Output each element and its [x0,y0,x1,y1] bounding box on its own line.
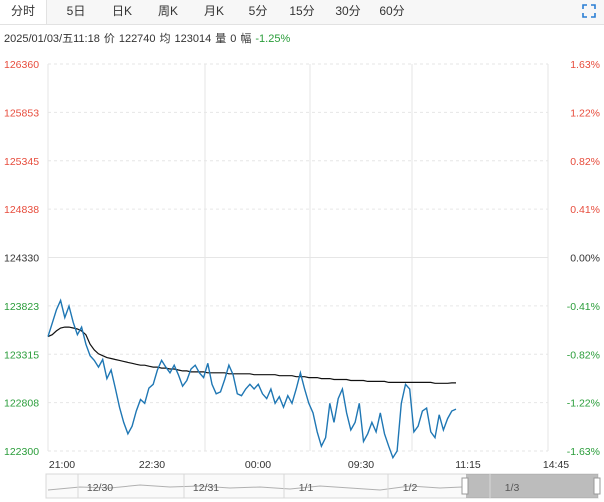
navigator-date-label: 1/3 [505,482,520,494]
percent-tick-label: -0.82% [567,349,600,361]
price-line [47,298,457,460]
time-axis-labels: 21:00 22:30 00:00 09:30 11:15 14:45 [49,459,569,471]
price-axis-labels: 126360 125853 125345 124838 124330 123823 1233… [4,59,39,458]
navigator-selection [466,474,598,498]
fullscreen-icon[interactable] [582,4,596,18]
navigator-date-label: 1/1 [299,482,314,494]
change-value: -1.25% [255,33,291,45]
percent-tick-label: -0.41% [567,301,600,313]
navigator-date-label: 1/2 [403,482,418,494]
tab-15-min[interactable]: 15分 [289,4,315,18]
tab-5-min[interactable]: 5分 [248,4,268,18]
navigator-handle-left [461,477,469,495]
navigator-date-label: 12/31 [193,482,219,494]
navigator-sparkline [47,484,463,491]
time-tick-label: 22:30 [139,459,165,471]
range-navigator[interactable]: 12/30 12/31 1/1 1/2 1/3 [45,473,601,499]
navigator-handle-right [593,477,601,495]
average-price-line [47,326,456,384]
percent-tick-label: -1.22% [567,398,600,410]
tab-5-day[interactable]: 5日 [66,4,86,18]
percent-tick-label: 0.41% [570,204,600,216]
price-tick-label: 124838 [4,204,39,216]
price-tick-label: 125853 [4,107,39,119]
change-label: 幅 [240,33,252,45]
time-tick-label: 11:15 [455,459,481,471]
price-tick-label: 122300 [4,446,39,458]
tab-daily-k[interactable]: 日K [111,4,132,18]
percent-tick-label: 0.00% [570,253,600,265]
percent-axis-labels: 1.63% 1.22% 0.82% 0.41% 0.00% -0.41% -0.82% -1.… [567,59,600,458]
price-tick-label: 122808 [4,398,39,410]
price-value: 122740 [118,33,156,45]
time-tick-label: 00:00 [245,459,271,471]
volume-value: 0 [230,33,237,45]
time-tick-label: 14:45 [543,459,569,471]
chart-grid [47,63,549,452]
avg-value: 123014 [174,33,212,45]
tab-intraday[interactable]: 分时 [0,0,47,24]
quote-info-bar: 2025/01/03/五11:18 价 122740 均 123014 量 0 幅 -1.25% [4,30,294,46]
price-tick-label: 123823 [4,301,39,313]
timeframe-tab-bar: 分时 5日 日K 周K 月K 5分 15分 30分 60分 [0,0,604,25]
time-tick-label: 21:00 [49,459,75,471]
tab-60-min[interactable]: 60分 [379,4,405,18]
percent-tick-label: 0.82% [570,156,600,168]
volume-label: 量 [215,33,227,45]
tab-30-min[interactable]: 30分 [335,4,361,18]
quote-datetime: 2025/01/03/五11:18 [4,33,100,45]
price-tick-label: 125345 [4,156,39,168]
price-tick-label: 124330 [4,253,39,265]
price-tick-label: 123315 [4,349,39,361]
percent-tick-label: 1.22% [570,107,600,119]
price-label: 价 [103,33,115,45]
avg-label: 均 [159,33,171,45]
percent-tick-label: -1.63% [567,446,600,458]
navigator-date-label: 12/30 [87,482,113,494]
percent-tick-label: 1.63% [570,59,600,71]
intraday-chart[interactable]: 126360 125853 125345 124838 124330 123823 1233… [0,54,604,502]
price-tick-label: 126360 [4,59,39,71]
tab-monthly-k[interactable]: 月K [203,4,224,18]
time-tick-label: 09:30 [348,459,374,471]
tab-weekly-k[interactable]: 周K [157,4,178,18]
